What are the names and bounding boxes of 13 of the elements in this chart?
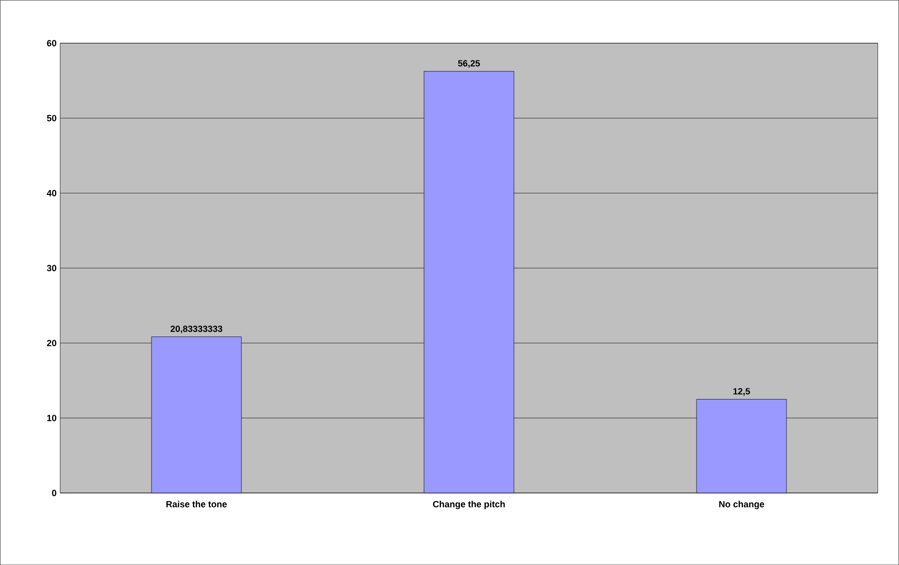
- y-tick-label: 60: [47, 40, 56, 46]
- data-label: 20,83333333: [170, 326, 222, 334]
- x-tick-label: Raise the tone: [166, 500, 227, 508]
- y-tick-label: 30: [46, 264, 56, 272]
- y-tick-label: 50: [46, 114, 56, 122]
- y-tick-label: 0: [52, 490, 56, 496]
- x-tick-label: Change the pitch: [433, 500, 505, 510]
- y-tick-label: 10: [47, 414, 56, 422]
- data-label: 56,25: [458, 60, 480, 68]
- y-tick-label: 20: [47, 340, 56, 346]
- x-tick-label: No change: [719, 500, 764, 510]
- y-tick-label: 40: [46, 190, 56, 196]
- data-label: 12,5: [733, 388, 750, 396]
